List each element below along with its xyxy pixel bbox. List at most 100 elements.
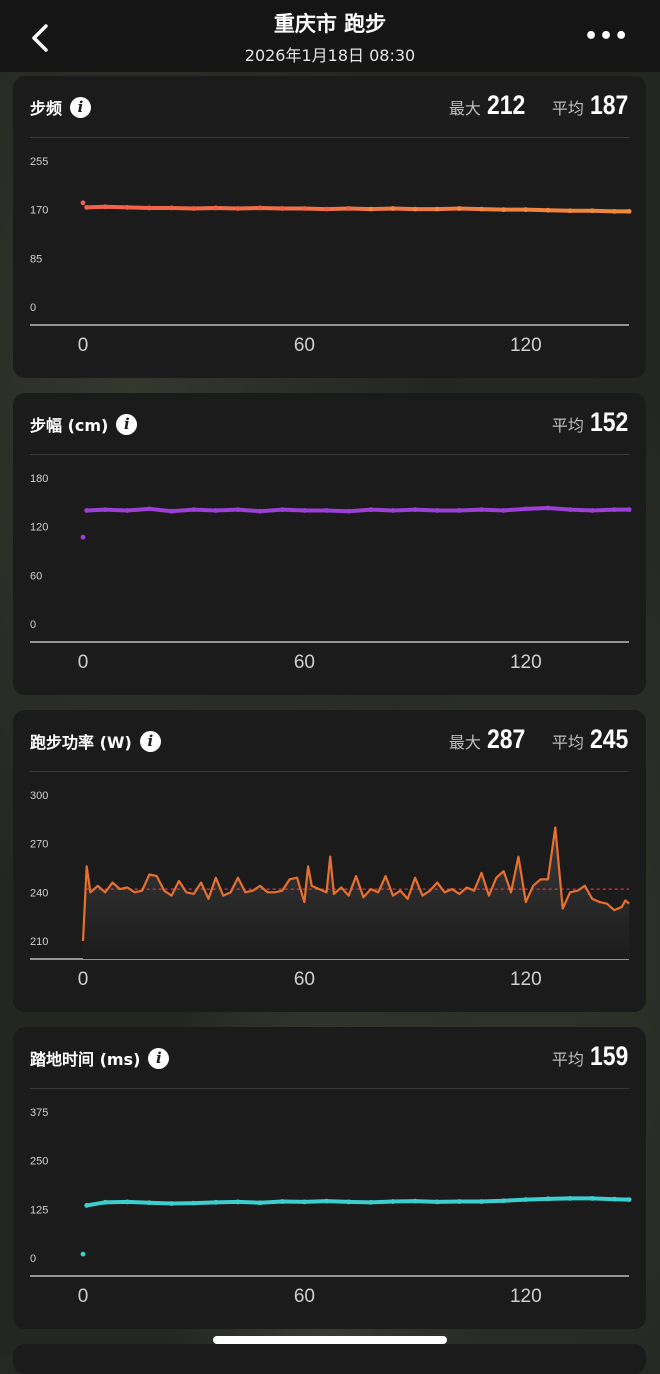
info-icon[interactable]: i (116, 413, 138, 435)
x-tick-label: 120 (510, 652, 542, 673)
divider (30, 1088, 629, 1089)
data-point (567, 208, 573, 214)
card-title: 步频 i (30, 95, 92, 119)
data-point (257, 508, 263, 514)
stat-label: 最大 (448, 733, 481, 752)
data-point (213, 205, 219, 211)
data-point (479, 206, 484, 212)
more-options-icon[interactable]: ••• (584, 24, 630, 49)
data-point (501, 1198, 507, 1204)
card-title: 跑步功率 (W) i (30, 729, 161, 753)
y-tick-label: 300 (30, 790, 48, 802)
data-point (102, 507, 108, 513)
data-point (235, 1199, 241, 1205)
stat-label: 平均 (551, 416, 584, 435)
data-point (545, 505, 551, 511)
info-icon[interactable]: i (139, 730, 161, 752)
data-point (302, 206, 307, 211)
data-point (434, 206, 440, 212)
data-point (80, 534, 86, 540)
stride-length-chart: 0 60 120 180 0 60 120 (30, 473, 632, 673)
top-bar: 重庆市 跑步 2026年1月18日 08:30 ••• (0, 0, 660, 72)
data-point (257, 205, 263, 211)
y-tick-label: 0 (30, 1253, 36, 1265)
data-point (434, 508, 440, 513)
data-point (124, 508, 130, 513)
data-point (626, 1197, 632, 1202)
data-point (456, 206, 462, 211)
data-point (279, 507, 285, 513)
card-stats: 平均 152 (552, 407, 629, 438)
card-title: 步幅 (cm) i (30, 412, 138, 436)
y-tick-label: 210 (30, 936, 48, 948)
x-tick-label: 120 (510, 335, 542, 356)
x-tick-label: 0 (78, 335, 89, 356)
data-point (169, 205, 174, 211)
data-point (456, 1199, 462, 1204)
y-tick-label: 250 (30, 1156, 48, 1168)
data-point (302, 1199, 307, 1205)
data-point (191, 1200, 197, 1206)
y-tick-label: 0 (30, 619, 36, 631)
y-tick-label: 180 (30, 473, 48, 485)
y-tick-label: 375 (30, 1107, 48, 1119)
data-point (235, 507, 241, 513)
data-point (501, 207, 507, 213)
data-point (80, 1251, 86, 1257)
data-point (324, 508, 329, 513)
stat-value: 187 (589, 90, 629, 120)
data-point (147, 506, 152, 512)
stride-length-card: 步幅 (cm) i 平均 152 0 60 120 180 0 60 120 (13, 393, 646, 695)
data-point (611, 1196, 617, 1202)
power-series-line (81, 826, 630, 942)
stat-label: 平均 (551, 99, 584, 118)
x-tick-label: 60 (294, 335, 315, 356)
data-point (169, 1201, 174, 1206)
data-point (213, 1199, 219, 1205)
data-point (368, 206, 374, 212)
stat-value: 287 (486, 724, 526, 754)
card-title-text: 步频 (30, 99, 63, 118)
data-point (147, 205, 152, 211)
back-arrow-icon[interactable] (26, 20, 56, 56)
divider (30, 137, 629, 138)
data-point (84, 204, 90, 210)
info-icon[interactable]: i (148, 1047, 170, 1069)
data-point (611, 208, 617, 214)
data-point (169, 508, 174, 514)
y-tick-label: 255 (30, 156, 48, 168)
data-point (523, 1197, 529, 1202)
running-power-card: 跑步功率 (W) i 最大 287 平均 245 210 240 270 300 0 60 120 (13, 710, 646, 1012)
info-icon[interactable]: i (70, 96, 92, 118)
stat-label: 最大 (448, 99, 481, 118)
card-stats: 最大 212 平均 187 (449, 90, 629, 121)
y-tick-label: 125 (30, 1204, 48, 1216)
data-point (124, 1199, 130, 1205)
y-tick-label: 0 (30, 302, 36, 314)
x-tick-label: 60 (294, 1286, 315, 1307)
data-point (545, 1196, 551, 1202)
card-title-text: 步幅 (cm) (30, 416, 109, 435)
ground-contact-time-chart: 0 125 250 375 0 60 120 (30, 1107, 632, 1307)
data-point (279, 1199, 285, 1204)
data-point (279, 206, 285, 211)
data-point (302, 508, 307, 513)
data-point (368, 1199, 374, 1205)
data-point (412, 1198, 418, 1204)
x-tick-label: 60 (294, 652, 315, 673)
data-point (80, 200, 86, 206)
stat-label: 平均 (551, 1050, 584, 1069)
data-point (390, 508, 396, 513)
series-line (86, 204, 630, 214)
stat-value: 152 (589, 407, 629, 437)
data-point (84, 1203, 90, 1208)
data-point (523, 506, 529, 512)
data-point (479, 1199, 484, 1204)
y-tick-label: 170 (30, 205, 48, 217)
running-power-chart: 210 240 270 300 0 60 120 (30, 790, 630, 990)
data-point (84, 508, 90, 513)
data-point (456, 508, 462, 513)
x-tick-label: 0 (78, 1286, 89, 1307)
data-point (124, 204, 130, 210)
home-indicator[interactable] (213, 1336, 447, 1344)
